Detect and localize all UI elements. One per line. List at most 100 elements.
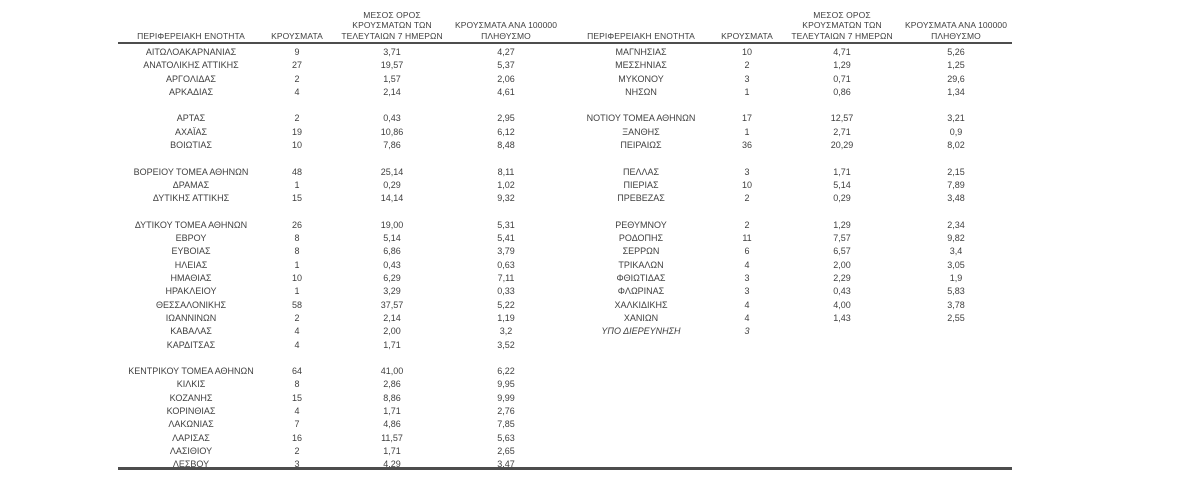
cell-per100k: 3,79	[497, 246, 515, 257]
cell-per100k: 3,78	[947, 299, 965, 310]
cell-avg7: 11,57	[381, 432, 403, 443]
cell-cases: 2	[294, 445, 300, 456]
cell-avg7: 0,86	[833, 86, 851, 97]
cell-cases: 4	[744, 259, 750, 270]
cell-region: ΗΡΑΚΛΕΙΟΥ	[165, 286, 217, 297]
cell-per100k: 5,22	[497, 299, 515, 310]
cell-avg7	[780, 325, 904, 338]
cell-region: ΧΑΝΙΩΝ	[623, 312, 659, 323]
cell-region: ΜΕΣΣΗΝΙΑΣ	[615, 60, 667, 71]
cell-avg7: 0,43	[833, 286, 851, 297]
header-divider-line	[118, 42, 1012, 44]
cell-region	[118, 152, 264, 165]
cell-per100k: 2,95	[497, 113, 515, 124]
cell-per100k: 5,41	[497, 233, 515, 244]
cell-avg7: 0,29	[383, 179, 401, 190]
table-row: ΒΟΙΩΤΙΑΣ 10 7,86 8,48	[118, 139, 558, 152]
cell-region: ΕΒΡΟΥ	[175, 233, 207, 244]
cell-avg7: 6,29	[383, 273, 401, 284]
blank-row	[118, 99, 558, 112]
cell-avg7	[330, 99, 454, 112]
cell-per100k: 9,82	[947, 233, 965, 244]
table-row: ΥΠΟ ΔΙΕΡΕΥΝΗΣΗ 3	[568, 325, 1008, 338]
cell-region: ΔΥΤΙΚΗΣ ΑΤΤΙΚΗΣ	[152, 193, 230, 204]
cell-region: ΚΕΝΤΡΙΚΟΥ ΤΟΜΕΑ ΑΘΗΝΩΝ	[128, 366, 254, 377]
cell-per100k: 1,9	[949, 273, 963, 284]
cell-per100k: 5,83	[947, 286, 965, 297]
cell-avg7	[330, 206, 454, 219]
cell-avg7: 2,86	[383, 379, 401, 390]
cell-cases: 4	[744, 299, 750, 310]
cell-per100k	[454, 152, 558, 165]
blank-row	[118, 352, 558, 365]
table-row: ΦΘΙΩΤΙΔΑΣ 3 2,29 1,9	[568, 272, 1008, 285]
cell-region: ΑΡΤΑΣ	[176, 113, 206, 124]
cell-per100k: 1,19	[497, 312, 515, 323]
cell-region: ΜΥΚΟΝΟΥ	[618, 73, 664, 84]
table-row: ΛΑΣΙΘΙΟΥ 2 1,71 2,65	[118, 445, 558, 458]
cell-cases: 1	[294, 286, 300, 297]
table-row: ΞΑΝΘΗΣ 1 2,71 0,9	[568, 126, 1008, 139]
cell-region: ΚΟΡΙΝΘΙΑΣ	[166, 406, 216, 417]
cell-avg7: 2,00	[383, 326, 401, 337]
cell-per100k: 3,2	[499, 326, 513, 337]
column-header-avg7: ΜΕΣΟΣ ΟΡΟΣ ΚΡΟΥΣΜΑΤΩΝ ΤΩΝ ΤΕΛΕΥΤΑΙΩΝ 7 ΗΜΕ…	[791, 9, 893, 41]
cell-cases: 1	[744, 126, 750, 137]
cell-region: ΒΟΡΕΙΟΥ ΤΟΜΕΑ ΑΘΗΝΩΝ	[133, 166, 249, 177]
cell-region: ΘΕΣΣΑΛΟΝΙΚΗΣ	[155, 299, 227, 310]
cell-region	[568, 152, 714, 165]
table-row: ΔΥΤΙΚΟΥ ΤΟΜΕΑ ΑΘΗΝΩΝ 26 19,00 5,31	[118, 219, 558, 232]
cell-per100k: 2,55	[947, 312, 965, 323]
table-row: ΡΕΘΥΜΝΟΥ 2 1,29 2,34	[568, 219, 1008, 232]
cell-avg7: 1,71	[383, 339, 401, 350]
table-row: ΗΜΑΘΙΑΣ 10 6,29 7,11	[118, 272, 558, 285]
cell-cases: 2	[744, 219, 750, 230]
cell-avg7: 7,57	[833, 233, 851, 244]
cell-avg7: 19,00	[380, 219, 404, 230]
cell-region	[568, 99, 714, 112]
cell-cases: 3	[294, 459, 300, 470]
table-row: ΜΑΓΝΗΣΙΑΣ 10 4,71 5,26	[568, 46, 1008, 59]
blank-row	[118, 206, 558, 219]
cell-avg7: 4,71	[833, 47, 851, 57]
cell-region: ΔΡΑΜΑΣ	[172, 179, 210, 190]
cell-per100k	[454, 99, 558, 112]
table-row: ΠΕΛΛΑΣ 3 1,71 2,15	[568, 166, 1008, 179]
cell-cases: 4	[294, 406, 300, 417]
cell-cases: 2	[744, 193, 750, 204]
cell-region: ΒΟΙΩΤΙΑΣ	[170, 140, 212, 151]
cell-cases: 3	[744, 73, 750, 84]
cell-cases: 7	[294, 419, 300, 430]
table-row: ΜΕΣΣΗΝΙΑΣ 2 1,29 1,25	[568, 59, 1008, 72]
cell-avg7: 4,86	[383, 419, 401, 430]
cell-cases	[264, 352, 330, 365]
table-body: ΜΑΓΝΗΣΙΑΣ 10 4,71 5,26 ΜΕΣΣΗΝΙΑΣ 2 1,29 1,25 ΜΥΚ…	[568, 46, 1008, 339]
cell-avg7: 2,29	[833, 273, 851, 284]
cell-region: ΝΟΤΙΟΥ ΤΟΜΕΑ ΑΘΗΝΩΝ	[586, 113, 696, 124]
cell-per100k	[904, 325, 1008, 338]
cell-region: ΑΡΚΑΔΙΑΣ	[168, 86, 214, 97]
cell-region: ΦΘΙΩΤΙΔΑΣ	[616, 273, 666, 284]
cell-cases: 10	[291, 273, 302, 284]
table-row: ΡΟΔΟΠΗΣ 11 7,57 9,82	[568, 232, 1008, 245]
cell-per100k: 2,76	[497, 406, 515, 417]
cell-avg7: 2,00	[833, 259, 851, 270]
cell-cases: 6	[744, 246, 750, 257]
cell-per100k: 2,06	[497, 73, 515, 84]
cell-per100k: 3,4	[949, 246, 963, 257]
cell-avg7: 41,00	[380, 366, 404, 377]
cell-per100k: 7,85	[497, 419, 515, 430]
column-header-cases: ΚΡΟΥΣΜΑΤΑ	[721, 30, 773, 41]
cell-region	[118, 206, 264, 219]
cell-region: ΛΑΚΩΝΙΑΣ	[168, 419, 214, 430]
cell-cases: 15	[291, 392, 302, 403]
column-header-per100k: ΚΡΟΥΣΜΑΤΑ ΑΝΑ 100000 ΠΛΗΘΥΣΜΟ	[454, 20, 558, 41]
column-header-cases: ΚΡΟΥΣΜΑΤΑ	[271, 30, 323, 41]
cell-region: ΚΟΖΑΝΗΣ	[169, 392, 213, 403]
cell-avg7: 4,00	[833, 299, 851, 310]
cell-region: ΧΑΛΚΙΔΙΚΗΣ	[614, 299, 668, 310]
cell-per100k: 9,99	[497, 392, 515, 403]
cell-region: ΡΕΘΥΜΝΟΥ	[615, 219, 667, 230]
cell-region: ΤΡΙΚΑΛΩΝ	[618, 259, 664, 270]
